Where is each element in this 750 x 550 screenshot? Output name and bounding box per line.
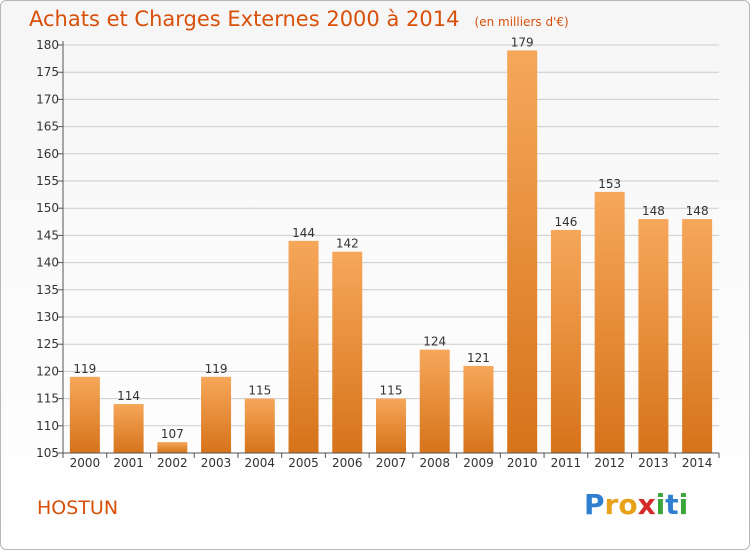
y-tick-label: 125 <box>36 337 59 351</box>
y-tick-label: 105 <box>36 446 59 460</box>
x-tick-label: 2014 <box>682 456 713 470</box>
y-tick-label: 180 <box>36 38 59 52</box>
chart-title-main: Achats et Charges Externes 2000 à 2014 <box>29 7 460 31</box>
y-tick-label: 130 <box>36 310 59 324</box>
x-tick-label: 2012 <box>594 456 625 470</box>
x-tick-label: 2007 <box>376 456 407 470</box>
x-tick-label: 2003 <box>201 456 232 470</box>
bar-value-label: 179 <box>511 35 534 49</box>
logo-letter: r <box>604 488 619 521</box>
x-tick-label: 2013 <box>638 456 669 470</box>
bar-value-label: 119 <box>73 362 96 376</box>
bar <box>507 50 538 453</box>
bar-value-label: 146 <box>554 215 577 229</box>
place-name: HOSTUN <box>37 497 119 519</box>
y-tick-label: 175 <box>36 65 59 79</box>
bar <box>419 349 450 453</box>
bar <box>157 442 188 453</box>
y-tick-label: 165 <box>36 120 59 134</box>
bar <box>463 365 494 453</box>
bar <box>638 219 669 453</box>
bar-value-label: 121 <box>467 351 490 365</box>
chart-title: Achats et Charges Externes 2000 à 2014 (… <box>29 7 569 31</box>
bar-value-label: 114 <box>117 389 140 403</box>
bar <box>244 398 275 453</box>
bar-value-label: 115 <box>380 384 403 398</box>
y-tick-label: 155 <box>36 174 59 188</box>
bar <box>288 240 319 453</box>
logo-letter: t <box>665 488 679 521</box>
y-tick-label: 120 <box>36 364 59 378</box>
logo-letter: o <box>618 488 638 521</box>
logo-letter: i <box>678 488 689 521</box>
bar <box>376 398 406 453</box>
x-tick-label: 2006 <box>332 456 363 470</box>
bar <box>69 376 100 453</box>
x-tick-label: 2004 <box>245 456 276 470</box>
y-tick-label: 110 <box>36 419 59 433</box>
bar <box>594 191 625 453</box>
y-tick-label: 135 <box>36 283 59 297</box>
proxiti-logo: Proxiti <box>584 488 688 521</box>
x-tick-label: 2009 <box>463 456 494 470</box>
bar <box>201 376 232 453</box>
bar-value-label: 142 <box>336 237 359 251</box>
x-tick-label: 2000 <box>70 456 101 470</box>
bar-value-label: 153 <box>598 177 621 191</box>
bars <box>69 50 713 453</box>
y-tick-label: 170 <box>36 92 59 106</box>
x-tick-label: 2005 <box>288 456 319 470</box>
y-tick-label: 150 <box>36 201 59 215</box>
y-tick-label: 145 <box>36 228 59 242</box>
y-tick-label: 140 <box>36 256 59 270</box>
x-tick-label: 2002 <box>157 456 188 470</box>
logo-letter: P <box>584 488 605 521</box>
bar-value-label: 124 <box>423 335 446 349</box>
labels: 105 110 115 120 125 130 135 140 145 150 155 160 165 1… <box>36 35 712 470</box>
x-tick-label: 2010 <box>507 456 538 470</box>
x-tick-label: 2011 <box>551 456 582 470</box>
chart-title-unit: (en milliers d'€) <box>474 15 569 29</box>
x-tick-label: 2001 <box>113 456 144 470</box>
bar-value-label: 107 <box>161 427 184 441</box>
bar-value-label: 148 <box>642 204 665 218</box>
bar-value-label: 115 <box>248 384 271 398</box>
bar <box>113 404 144 453</box>
y-tick-label: 115 <box>36 392 59 406</box>
bar <box>682 219 713 453</box>
x-tick-label: 2008 <box>419 456 450 470</box>
bar <box>332 251 363 453</box>
logo-letter: x <box>637 488 656 521</box>
bar-value-label: 144 <box>292 226 315 240</box>
bar <box>550 229 581 453</box>
bar-value-label: 148 <box>686 204 709 218</box>
axes <box>58 41 720 458</box>
bar-value-label: 119 <box>205 362 228 376</box>
y-tick-label: 160 <box>36 147 59 161</box>
logo-letter: i <box>655 488 666 521</box>
